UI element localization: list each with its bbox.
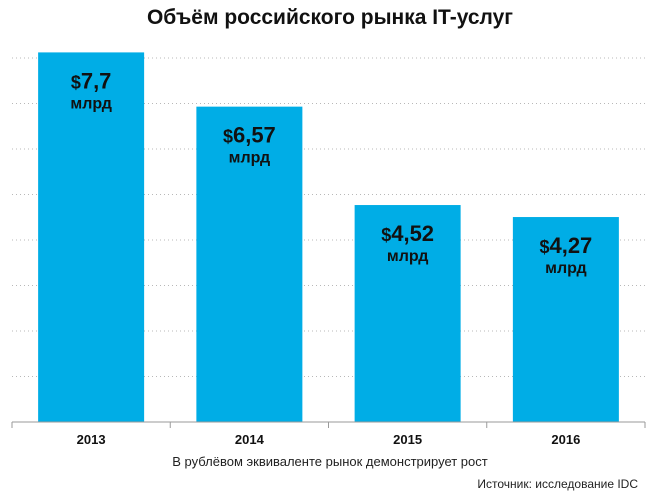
x-tick-label: 2014 xyxy=(235,432,265,447)
x-tick-label: 2015 xyxy=(393,432,422,447)
bar-unit-label: млрд xyxy=(70,95,112,112)
bar-value-label: $4,27 xyxy=(539,233,592,258)
bar-2014 xyxy=(196,106,303,422)
bar-2013 xyxy=(38,52,145,423)
x-tick-label: 2013 xyxy=(77,432,106,447)
source-note: Источник: исследование IDC xyxy=(477,477,638,491)
bar-unit-label: млрд xyxy=(545,260,587,277)
chart-title: Объём российского рынка IT-услуг xyxy=(146,6,514,29)
bar-unit-label: млрд xyxy=(229,150,271,167)
chart-caption: В рублёвом эквиваленте рынок демонстриру… xyxy=(172,454,488,469)
bar-2016 xyxy=(512,217,619,422)
bar-unit-label: млрд xyxy=(387,248,429,265)
bar-value-label: $6,57 xyxy=(223,123,276,148)
x-tick-label: 2016 xyxy=(551,432,580,447)
bar-value-label: $4,52 xyxy=(381,221,434,246)
bar-2015 xyxy=(354,205,461,422)
bar-value-label: $7,7 xyxy=(71,68,112,93)
